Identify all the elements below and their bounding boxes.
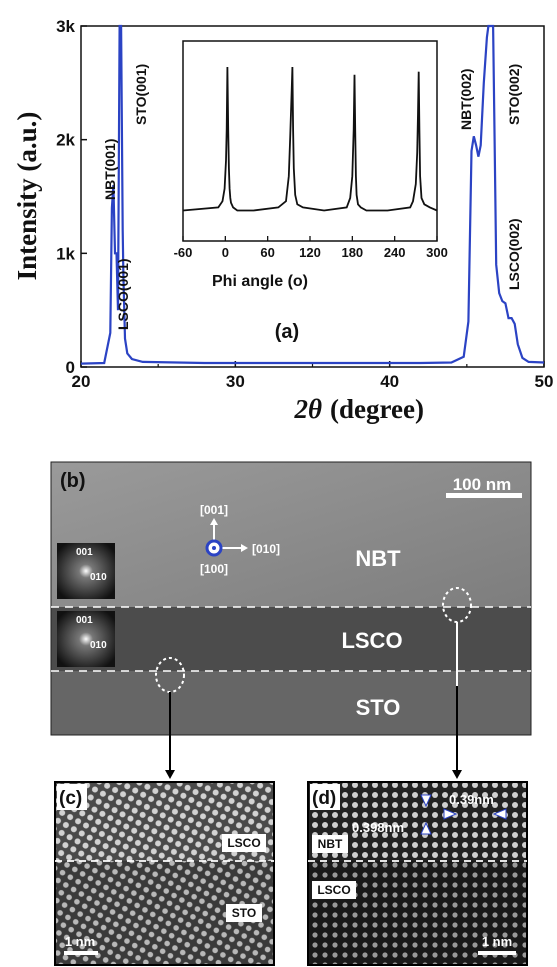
scale-bar-d-label: 1 nm [482,934,512,949]
phi-x-tick-label: 0 [222,245,229,260]
panel-label-c: (c) [59,788,82,809]
layer-label-nbt: NBT [355,546,401,571]
peak-label-lsco002: LSCO(002) [506,218,522,290]
xrd-y-tick-label: 2k [56,131,75,150]
phi-x-tick-label: 120 [299,245,321,260]
arrow-d-head-icon [452,770,462,779]
dir-label-001: [001] [200,503,228,517]
scale-bar-b [446,493,522,498]
phi-x-tick-label: 60 [260,245,274,260]
zone-axis-dot-icon [212,546,216,550]
d-lsco-tag: LSCO [317,883,350,897]
fft-lsco-010: 010 [90,640,107,651]
lsco-layer-region [51,607,531,671]
dir-label-010: [010] [252,542,280,556]
panel-label-d: (d) [312,788,336,809]
tem-panel-c: (c) LSCO STO 1 nm [55,782,274,965]
sto-layer-region [51,671,531,735]
layer-label-lsco: LSCO [341,628,402,653]
xrd-y-axis-label: Intensity (a.u.) [12,112,42,281]
xrd-x-axis-unit: (degree) [330,394,424,424]
scale-bar-b-label: 100 nm [453,475,512,494]
fft-lsco-001: 001 [76,615,93,626]
phi-x-tick-label: 240 [384,245,406,260]
panel-label-a: (a) [275,321,299,343]
c-sto-tag: STO [232,906,256,920]
xrd-x-axis-symbol: 2θ [293,394,322,424]
phi-x-tick-label: -60 [174,245,193,260]
d-nbt-tag: NBT [318,837,343,851]
peak-label-nbt001: NBT(001) [102,139,118,200]
peak-label-sto002: STO(002) [506,64,522,125]
fft-nbt-010: 010 [90,572,107,583]
xrd-x-tick-label: 50 [535,372,554,391]
lattice-d-lsco [308,861,527,965]
peak-label-nbt002: NBT(002) [458,69,474,130]
phi-x-axis-label: Phi angle (o) [212,273,308,290]
scale-bar-c [64,951,98,955]
phi-inset-frame [183,41,437,241]
xrd-x-tick-label: 30 [226,372,245,391]
xrd-y-tick-label: 1k [56,244,75,263]
dir-label-100: [100] [200,562,228,576]
arrow-c-head-icon [165,770,175,779]
c-lsco-tag: LSCO [227,836,260,850]
layer-label-sto: STO [356,695,401,720]
d-spacing-vertical: 0.398nm [352,820,404,835]
xrd-x-tick-label: 40 [380,372,399,391]
xrd-y-tick-label: 0 [66,358,75,377]
panel-label-b: (b) [60,470,86,492]
phi-x-tick-label: 180 [341,245,363,260]
xrd-y-tick-label: 3k [56,17,75,36]
scale-bar-d [478,951,516,955]
peak-label-lsco001: LSCO(001) [115,258,131,330]
peak-label-sto001: STO(001) [133,64,149,125]
phi-x-tick-label: 300 [426,245,448,260]
d-spacing-horizontal: 0.39nm [449,792,494,807]
tem-panel-d: (d) 0.398nm 0.39nm NBT LSCO 1 nm [308,782,527,965]
fft-nbt-001: 001 [76,547,93,558]
tem-panel-b: (b) 100 nm [001] [010] [100] NBT LSCO ST… [51,462,531,779]
scale-bar-c-label: 1 nm [65,934,95,949]
